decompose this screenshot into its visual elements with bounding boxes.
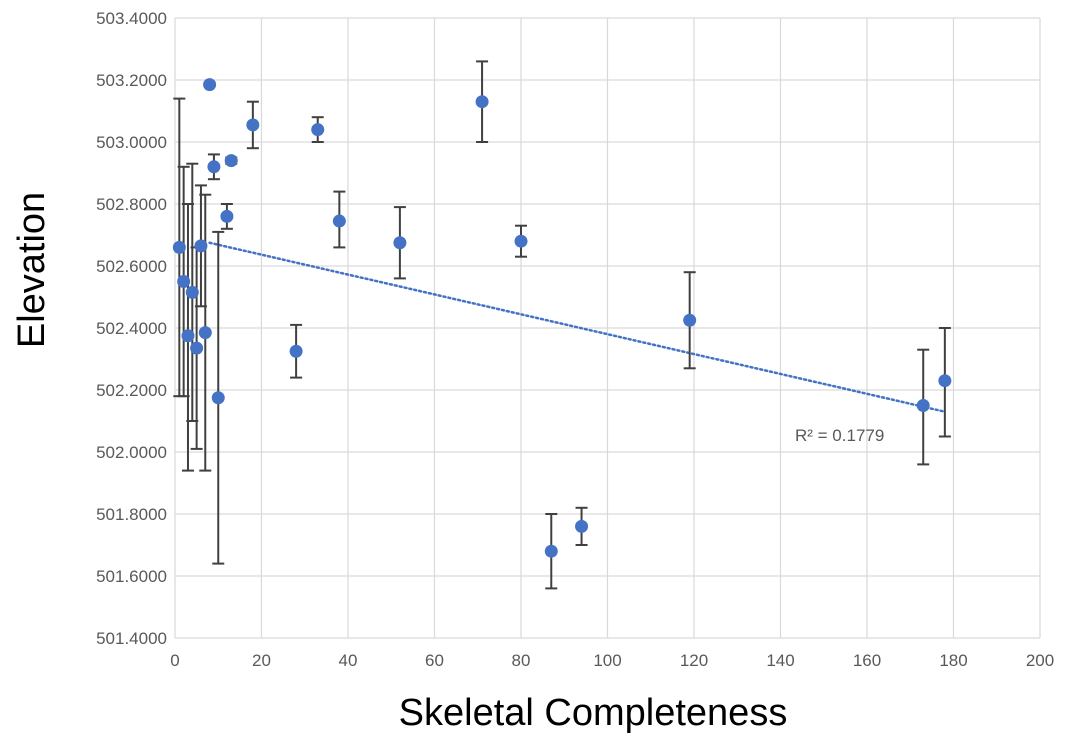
y-axis-ticks: 501.4000 501.6000 501.8000 502.0000 502.2000…: [96, 9, 167, 648]
data-point: [211, 391, 225, 405]
data-point: [194, 239, 208, 253]
data-point: [207, 160, 221, 174]
y-tick-label: 502.2000: [96, 381, 167, 400]
data-point: [203, 78, 217, 92]
x-tick-label: 200: [1026, 651, 1054, 670]
y-tick-label: 501.6000: [96, 567, 167, 586]
y-tick-label: 503.4000: [96, 9, 167, 28]
data-point: [311, 123, 325, 137]
data-point: [393, 236, 407, 250]
y-axis-title: Elevation: [11, 192, 53, 348]
data-point: [475, 95, 489, 109]
x-tick-label: 140: [766, 651, 794, 670]
x-tick-label: 60: [425, 651, 444, 670]
data-point: [916, 399, 930, 412]
data-point: [575, 519, 589, 533]
data-point: [190, 341, 204, 355]
x-tick-label: 180: [939, 651, 967, 670]
y-tick-label: 502.0000: [96, 443, 167, 462]
y-tick-label: 502.8000: [96, 195, 167, 214]
data-point: [246, 118, 260, 132]
x-tick-label: 20: [252, 651, 271, 670]
data-point: [172, 240, 186, 254]
data-point: [514, 234, 528, 248]
y-tick-label: 501.4000: [96, 629, 167, 648]
x-tick-label: 80: [512, 651, 531, 670]
x-tick-label: 160: [853, 651, 881, 670]
data-point: [220, 209, 234, 223]
y-tick-label: 503.2000: [96, 71, 167, 90]
data-points: [172, 78, 952, 558]
y-tick-label: 502.6000: [96, 257, 167, 276]
x-tick-label: 120: [680, 651, 708, 670]
data-point: [683, 313, 697, 327]
x-tick-label: 0: [170, 651, 179, 670]
trendline: [208, 241, 947, 413]
y-tick-label: 502.4000: [96, 319, 167, 338]
y-tick-label: 501.8000: [96, 505, 167, 524]
data-point: [938, 374, 952, 388]
data-point: [332, 214, 346, 228]
x-axis-ticks: 0 20 40 60 80 100 120 140 160 180 200: [170, 651, 1054, 670]
x-axis-title: Skeletal Completeness: [399, 692, 788, 734]
data-point: [198, 326, 212, 340]
data-point: [289, 344, 303, 358]
y-tick-label: 503.0000: [96, 133, 167, 152]
x-tick-label: 100: [593, 651, 621, 670]
grid-lines: [174, 17, 1041, 639]
data-point: [177, 275, 191, 288]
data-point: [185, 285, 199, 299]
r-squared-label: R² = 0.1779: [795, 426, 884, 445]
data-point: [544, 544, 558, 558]
x-tick-label: 40: [339, 651, 358, 670]
data-point: [181, 329, 195, 343]
data-point: [224, 154, 238, 168]
